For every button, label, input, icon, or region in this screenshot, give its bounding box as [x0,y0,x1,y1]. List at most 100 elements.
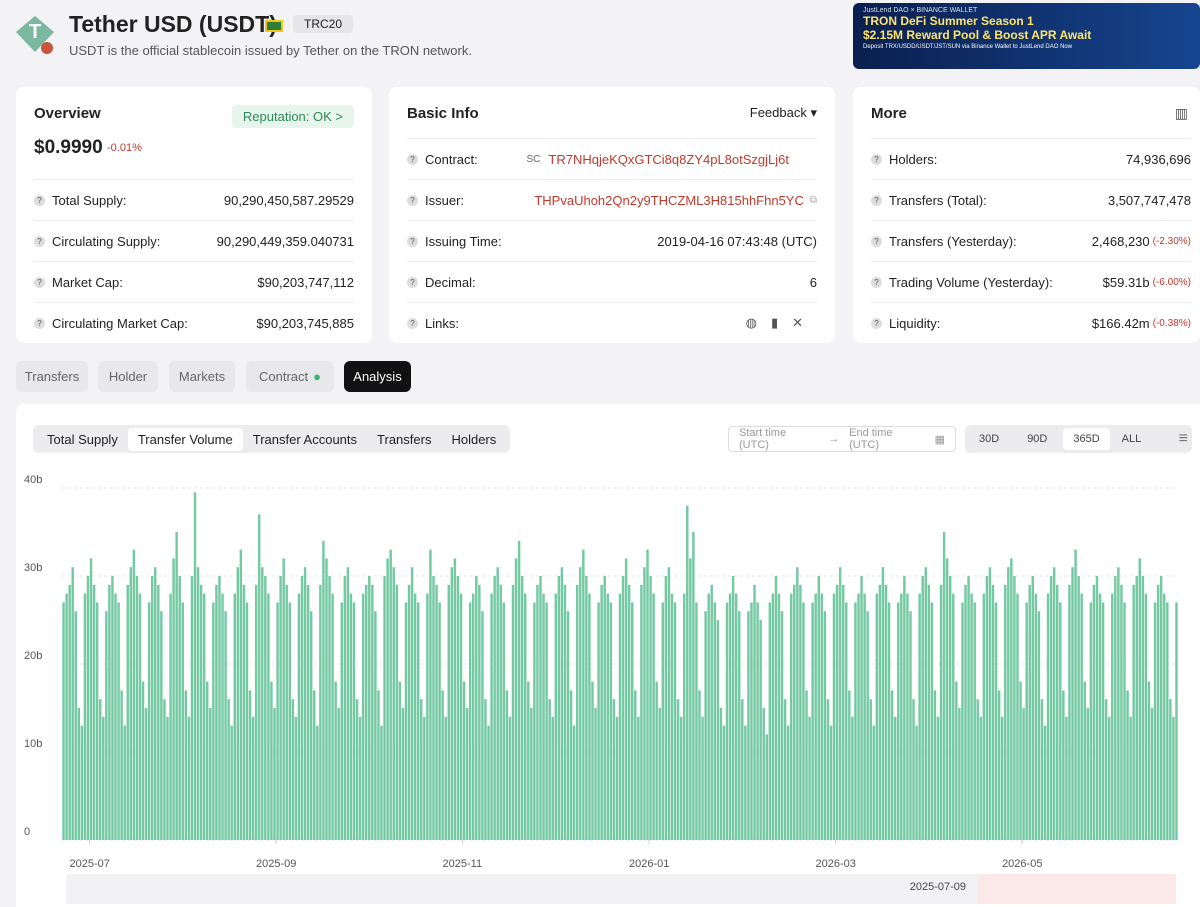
tab[interactable]: Transfers [16,361,88,392]
bar [334,681,337,840]
bar [545,602,548,840]
bar [527,681,530,840]
flag [265,20,283,32]
bar [456,576,460,840]
bar [478,584,481,840]
bar [294,716,298,840]
bar [618,593,622,840]
link-icons[interactable]: ◍▮✕ [745,315,817,330]
bar [1123,602,1126,840]
bar [832,593,836,840]
bar [291,699,295,840]
basic-info-card: Basic Info Feedback ▾ ? Contract: SC TR7NHq… [389,87,835,343]
bar [1117,567,1120,840]
chart-icon[interactable]: ▥ [1174,105,1188,121]
bar [236,567,240,840]
bar [523,593,527,840]
overview-card: Overview Reputation: OK > $0.9990 -0.01%… [16,87,372,343]
tab[interactable]: Holder [98,361,158,392]
banner[interactable]: JustLend DAO × BINANCE WALLET TRON DeFi … [853,3,1200,69]
bar [184,690,188,840]
bar [306,584,310,840]
period[interactable]: 90D [1027,433,1048,445]
bar [1004,584,1007,840]
bar [178,576,181,840]
chart: 2025-07-09 0 10b 20b 30b 40b 2025-07 2025-09 20… [24,474,1178,904]
bar [1056,584,1059,840]
bar [897,602,900,840]
bar [695,602,698,840]
bar [514,558,518,840]
bar [1135,576,1138,840]
bar [1086,708,1090,840]
bar [62,602,65,840]
bar [725,602,729,840]
bar [808,716,811,840]
zoom-window[interactable] [978,874,1176,904]
bar [841,584,845,840]
bar [251,716,255,840]
issuer[interactable]: THPvaUhoh2Qn2y9THCZML3H815hhFhn5YC [534,192,804,208]
bar [401,708,405,840]
bar [1010,558,1013,840]
change: (-0.38%) [1152,317,1191,329]
bar [575,584,579,840]
bar [111,576,114,840]
bar [141,681,145,840]
bar [686,505,689,840]
row: ? Transfers (Yesterday): 2,468,230 (-2.30%) [871,220,1191,261]
bar [86,576,90,840]
chart-tab[interactable]: Total Supply [47,431,118,447]
bar [392,567,395,840]
logo: T [16,16,54,54]
bar [747,611,750,840]
bar [948,576,952,840]
bar [346,567,350,840]
bar [912,699,915,840]
row: ? Circulating Supply: 90,290,449,359.04073… [34,220,354,261]
tab[interactable]: Analysis [344,361,411,392]
period[interactable]: 30D [979,433,1000,445]
label: Contract: [425,151,478,167]
bar [230,725,233,840]
bar [349,593,353,840]
feedback[interactable]: Feedback ▾ [749,105,817,120]
bar [918,593,921,840]
label: Issuer: [425,192,465,208]
bar [447,584,451,840]
chart-tab[interactable]: Holders [451,431,497,447]
bar [462,681,466,840]
bar [187,716,191,840]
bar [190,576,194,840]
bar [1095,576,1099,840]
bar [398,681,402,840]
bar [313,690,316,840]
tab[interactable]: Markets [169,361,235,392]
bar [163,699,166,840]
bar [227,699,230,840]
change: (-6.00%) [1152,276,1191,288]
bar [906,593,909,840]
chart-tab[interactable]: Transfer Accounts [252,431,358,447]
bar [936,716,940,840]
period[interactable]: 365D [1063,428,1110,450]
bar [1037,611,1041,840]
chart-tab[interactable]: Transfer Volume [127,427,243,451]
contract[interactable]: TR7NHqjeKQxGTCi8q8ZY4pL8otSzgjLj6t [548,151,789,167]
bar [942,532,946,840]
chart-tab[interactable]: Transfers [377,431,432,447]
bar [309,611,313,840]
reputation[interactable]: Reputation: OK > [231,105,354,128]
tab[interactable]: Contract ● [246,361,334,392]
bar [851,716,854,840]
bar [640,584,643,840]
period[interactable]: ALL [1121,433,1142,445]
bar [731,576,735,840]
date-range[interactable]: Start time (UTC) → End time (UTC) ▦ [728,426,956,452]
bar [1077,576,1080,840]
bar [157,584,160,840]
more-card: More ▥ ? Holders: 74,936,696 ? Transfers (T… [853,87,1200,343]
bar [698,690,701,840]
bar [120,690,123,840]
x-tick-label: 2025-11 [443,858,483,870]
